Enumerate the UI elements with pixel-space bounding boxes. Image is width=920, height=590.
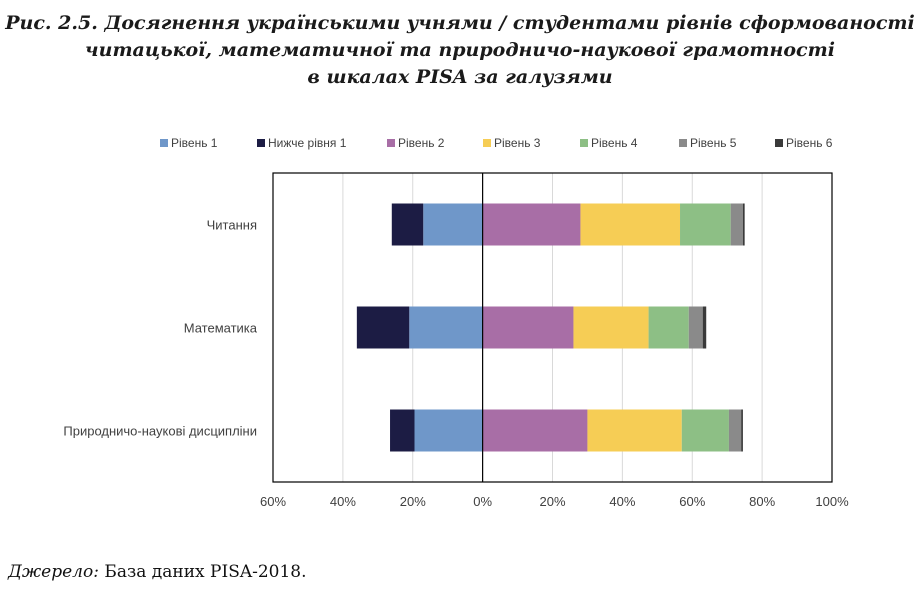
figure-title: Рис. 2.5. Досягнення українськими учнями… <box>0 10 920 91</box>
legend-label-6: Рівень 6 <box>786 136 833 150</box>
source-note: Джерело: База даних PISA-2018. <box>8 562 307 582</box>
bar-2-Нижче-рівня-1 <box>390 409 415 452</box>
bar-0-Нижче-рівня-1 <box>391 203 424 246</box>
bar-1-Рівень-2 <box>482 306 574 349</box>
x-tick-label: 100% <box>815 494 849 509</box>
bar-1-Рівень-5 <box>688 306 703 349</box>
legend-swatch-5 <box>679 139 687 147</box>
figure-title-line-3: в шкалах PISA за галузями <box>307 66 613 88</box>
x-tick-label: 60% <box>260 494 286 509</box>
bar-0-Рівень-1 <box>423 203 483 246</box>
bar-1-Рівень-1 <box>409 306 483 349</box>
bar-2-Рівень-4 <box>681 409 729 452</box>
legend-label-5: Рівень 5 <box>690 136 737 150</box>
legend-label-3: Рівень 3 <box>494 136 541 150</box>
legend-swatch-3 <box>483 139 491 147</box>
legend-label-2: Рівень 2 <box>398 136 445 150</box>
legend-swatch-1 <box>257 139 265 147</box>
bar-2-Рівень-5 <box>728 409 742 452</box>
category-label: Математика <box>184 321 258 336</box>
legend-swatch-2 <box>387 139 395 147</box>
category-label: Читання <box>207 218 257 233</box>
bar-1-Нижче-рівня-1 <box>356 306 410 349</box>
x-tick-label: 40% <box>330 494 356 509</box>
x-tick-label: 20% <box>400 494 426 509</box>
bar-1-Рівень-6 <box>702 306 707 349</box>
figure-title-line-2: читацької, математичної та природничо-на… <box>85 39 835 61</box>
legend-swatch-6 <box>775 139 783 147</box>
bar-2-Рівень-1 <box>414 409 483 452</box>
bar-0-Рівень-2 <box>482 203 581 246</box>
legend-swatch-4 <box>580 139 588 147</box>
source-label: Джерело: <box>8 562 99 582</box>
bar-2-Рівень-2 <box>482 409 588 452</box>
legend-label-1: Нижче рівня 1 <box>268 136 347 150</box>
x-tick-label: 0% <box>473 494 492 509</box>
x-tick-label: 80% <box>749 494 775 509</box>
bar-0-Рівень-6 <box>742 203 745 246</box>
bar-0-Рівень-5 <box>730 203 743 246</box>
plot-frame <box>272 172 833 483</box>
x-tick-label: 40% <box>609 494 635 509</box>
bar-2-Рівень-3 <box>587 409 682 452</box>
bar-1-Рівень-3 <box>573 306 649 349</box>
legend-label-0: Рівень 1 <box>171 136 218 150</box>
category-label: Природничо-наукові дисципліни <box>63 424 257 439</box>
bar-1-Рівень-4 <box>648 306 689 349</box>
legend-label-4: Рівень 4 <box>591 136 638 150</box>
legend-swatch-0 <box>160 139 168 147</box>
bar-0-Рівень-4 <box>680 203 731 246</box>
figure-title-line-1: Рис. 2.5. Досягнення українськими учнями… <box>5 12 915 34</box>
source-text: База даних PISA-2018. <box>98 562 307 582</box>
x-tick-label: 60% <box>679 494 705 509</box>
bar-2-Рівень-6 <box>741 409 743 452</box>
x-tick-label: 20% <box>539 494 565 509</box>
bar-0-Рівень-3 <box>580 203 681 246</box>
